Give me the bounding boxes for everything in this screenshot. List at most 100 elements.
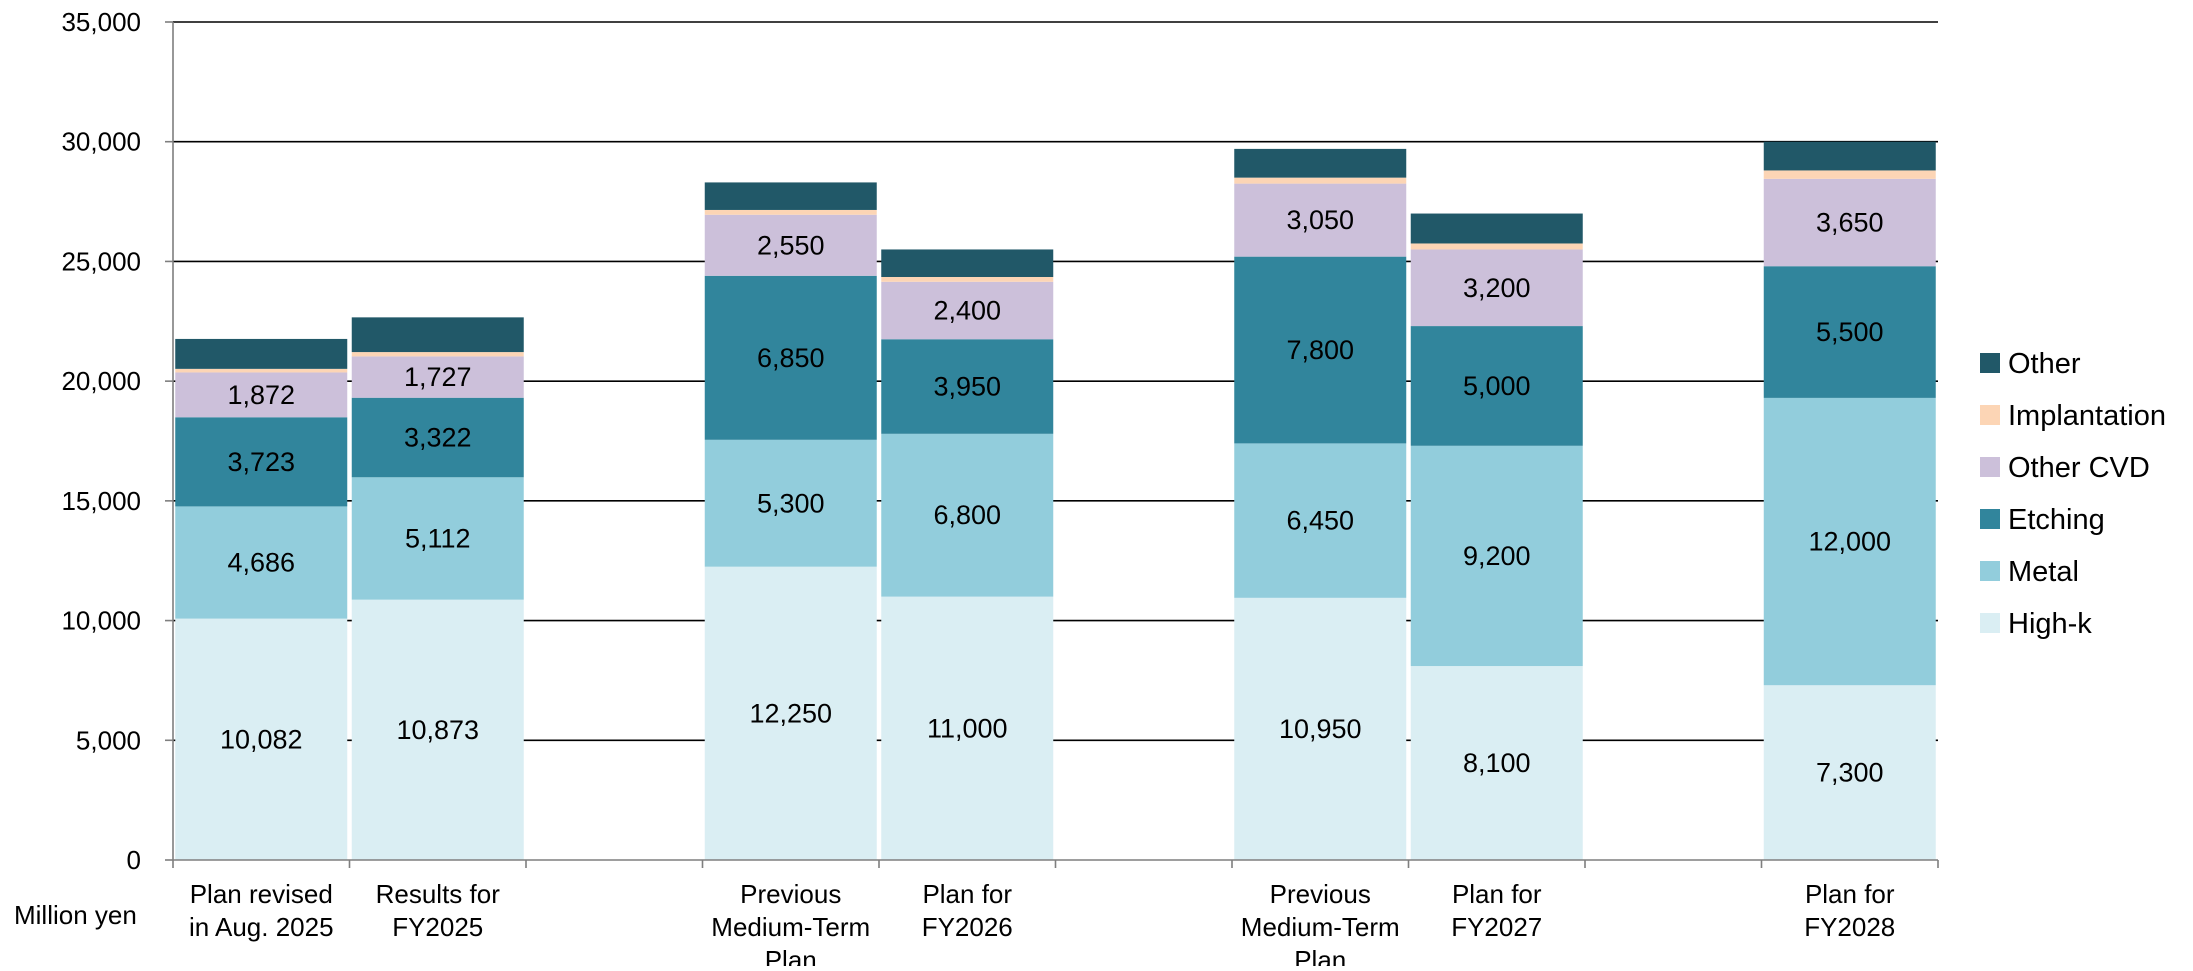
bar-segment bbox=[1410, 243, 1583, 250]
x-tick-label: Plan for FY2026 bbox=[922, 879, 1013, 942]
data-label: 3,723 bbox=[227, 447, 295, 477]
x-tick-label: Plan for FY2028 bbox=[1804, 879, 1895, 942]
data-label: 1,872 bbox=[227, 380, 295, 410]
legend-swatch bbox=[1980, 613, 2000, 633]
x-tick-label-line: Previous bbox=[740, 879, 841, 909]
unit-label: Million yen bbox=[14, 900, 137, 930]
bar-segment bbox=[1234, 256, 1407, 444]
bars bbox=[175, 141, 1936, 860]
bar-segment bbox=[704, 275, 877, 440]
x-tick-label-line: Plan bbox=[1294, 945, 1346, 966]
data-label: 10,950 bbox=[1279, 714, 1362, 744]
legend-swatch bbox=[1980, 509, 2000, 529]
y-tick-label: 20,000 bbox=[61, 366, 141, 396]
bar-segment bbox=[351, 397, 524, 478]
x-tick-label-line: Results for bbox=[376, 879, 501, 909]
legend-label: Implantation bbox=[2008, 400, 2166, 432]
data-label: 5,000 bbox=[1463, 371, 1531, 401]
legend-swatch bbox=[1980, 353, 2000, 373]
legend-swatch bbox=[1980, 561, 2000, 581]
bar-segment bbox=[1234, 183, 1407, 257]
bar-segment bbox=[1763, 685, 1936, 860]
bar-segment bbox=[1763, 266, 1936, 398]
x-tick-label-line: Previous bbox=[1270, 879, 1371, 909]
data-label: 8,100 bbox=[1463, 748, 1531, 778]
bar-segment bbox=[1234, 443, 1407, 598]
y-tick-label: 0 bbox=[127, 845, 141, 875]
bar-segment bbox=[1410, 445, 1583, 667]
data-label: 10,082 bbox=[220, 724, 303, 754]
data-label: 6,850 bbox=[757, 343, 825, 373]
y-tick-label: 35,000 bbox=[61, 7, 141, 37]
data-label: 2,400 bbox=[933, 296, 1001, 326]
data-label: 10,873 bbox=[396, 715, 479, 745]
bar-segment bbox=[351, 352, 524, 357]
legend-label: Metal bbox=[2008, 556, 2079, 588]
x-tick-label-line: FY2027 bbox=[1451, 912, 1542, 942]
legend-swatch bbox=[1980, 405, 2000, 425]
x-tick-label-line: FY2025 bbox=[392, 912, 483, 942]
bar-segment bbox=[1234, 597, 1407, 860]
bar-segment bbox=[704, 182, 877, 210]
x-tick-label-line: in Aug. 2025 bbox=[189, 912, 334, 942]
x-tick-label: Plan for FY2027 bbox=[1451, 879, 1542, 942]
legend-label: Other CVD bbox=[2008, 452, 2150, 484]
bar-segment bbox=[1410, 326, 1583, 446]
bar-segment bbox=[881, 596, 1054, 860]
bar-segment bbox=[1763, 178, 1936, 267]
bar-segment bbox=[1763, 141, 1936, 171]
x-tick-label-line: Plan bbox=[765, 945, 817, 966]
legend-label: Etching bbox=[2008, 504, 2105, 536]
bar-segment bbox=[704, 439, 877, 567]
data-label: 6,450 bbox=[1286, 506, 1354, 536]
x-tick-label-line: Plan for bbox=[1805, 879, 1895, 909]
data-label: 5,300 bbox=[757, 488, 825, 518]
legend-label: High-k bbox=[2008, 608, 2092, 640]
data-label: 3,950 bbox=[933, 372, 1001, 402]
y-tick-label: 25,000 bbox=[61, 246, 141, 276]
x-tick-label-line: Plan for bbox=[1452, 879, 1542, 909]
y-tick-label: 30,000 bbox=[61, 127, 141, 157]
bar-segment bbox=[704, 566, 877, 860]
data-label: 3,200 bbox=[1463, 273, 1531, 303]
axes: 0 5,000 10,000 15,000 20,000 25,000 30,000 35,0… bbox=[61, 7, 1939, 875]
bar-segment bbox=[1410, 213, 1583, 244]
bar-segment bbox=[881, 276, 1054, 282]
data-labels: 10,082 4,686 3,723 1,872 10,873 5,112 3,322 1,7… bbox=[220, 205, 1891, 787]
bar-segment bbox=[1234, 148, 1407, 178]
bar-segment bbox=[351, 317, 524, 353]
data-label: 3,050 bbox=[1286, 205, 1354, 235]
y-tick-label: 5,000 bbox=[76, 725, 141, 755]
bar-segment bbox=[881, 339, 1054, 434]
y-tick-label: 15,000 bbox=[61, 486, 141, 516]
x-tick-label-line: Medium-Term bbox=[711, 912, 870, 942]
bar-segment bbox=[351, 356, 524, 398]
x-tick-label-line: FY2028 bbox=[1804, 912, 1895, 942]
bar-segment bbox=[1410, 666, 1583, 860]
x-tick-label-line: Medium-Term bbox=[1241, 912, 1400, 942]
data-label: 9,200 bbox=[1463, 541, 1531, 571]
legend-label: Other bbox=[2008, 348, 2081, 380]
bar-segment bbox=[175, 338, 348, 369]
data-label: 3,322 bbox=[404, 423, 472, 453]
bar-segment bbox=[351, 599, 524, 860]
bar-segment bbox=[351, 477, 524, 600]
data-label: 7,800 bbox=[1286, 335, 1354, 365]
bar-segment bbox=[881, 281, 1054, 340]
legend: Other Implantation Other CVD Etching Metal Hi… bbox=[1980, 348, 2166, 640]
data-label: 7,300 bbox=[1816, 758, 1884, 788]
data-label: 3,650 bbox=[1816, 208, 1884, 238]
data-label: 4,686 bbox=[227, 548, 295, 578]
bar-segment bbox=[881, 249, 1054, 277]
data-label: 11,000 bbox=[927, 713, 1008, 743]
data-label: 2,550 bbox=[757, 230, 825, 260]
data-label: 5,500 bbox=[1816, 317, 1884, 347]
bar-segment bbox=[1234, 177, 1407, 184]
bar-segment bbox=[1410, 249, 1583, 327]
bar-segment bbox=[175, 417, 348, 507]
data-label: 12,250 bbox=[749, 698, 832, 728]
bar-segment bbox=[1763, 397, 1936, 686]
